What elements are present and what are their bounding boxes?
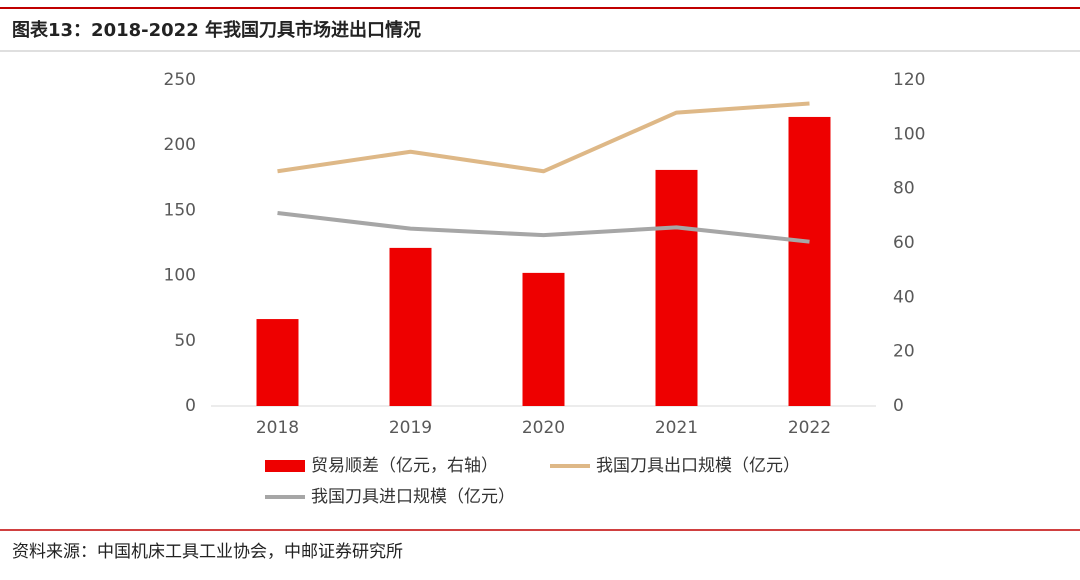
- y-tick-label: 50: [174, 331, 196, 351]
- x-tick-label: 2019: [389, 418, 432, 438]
- line-series: [277, 101, 810, 174]
- x-tick-label: 2022: [788, 418, 831, 438]
- bar: [522, 272, 565, 406]
- y-tick-label: 0: [185, 396, 196, 416]
- source: 资料来源：中国机床工具工业协会，中邮证券研究所: [12, 542, 403, 562]
- legend-swatch: [265, 460, 305, 472]
- y2-tick-label: 0: [893, 396, 904, 416]
- legend-label: 贸易顺差（亿元，右轴）: [311, 456, 498, 476]
- legend-label: 我国刀具出口规模（亿元）: [596, 456, 800, 476]
- y-tick-label: 250: [164, 70, 196, 90]
- y2-tick-label: 20: [893, 342, 915, 362]
- chart-title: 图表13：2018-2022 年我国刀具市场进出口情况: [12, 19, 421, 41]
- x-tick-label: 2018: [256, 418, 299, 438]
- bar: [389, 247, 432, 406]
- y-tick-label: 200: [164, 135, 196, 155]
- y-tick-label: 100: [164, 266, 196, 286]
- y2-tick-label: 120: [893, 70, 925, 90]
- line-series: [277, 211, 810, 244]
- bar: [256, 319, 299, 406]
- bar: [655, 169, 698, 406]
- x-tick-label: 2020: [522, 418, 565, 438]
- y-tick-label: 150: [164, 200, 196, 220]
- y2-tick-label: 40: [893, 287, 915, 307]
- legend-label: 我国刀具进口规模（亿元）: [311, 487, 515, 507]
- y2-tick-label: 100: [893, 124, 925, 144]
- y2-tick-label: 60: [893, 233, 915, 253]
- y2-tick-label: 80: [893, 179, 915, 199]
- bar: [788, 116, 831, 407]
- x-tick-label: 2021: [655, 418, 698, 438]
